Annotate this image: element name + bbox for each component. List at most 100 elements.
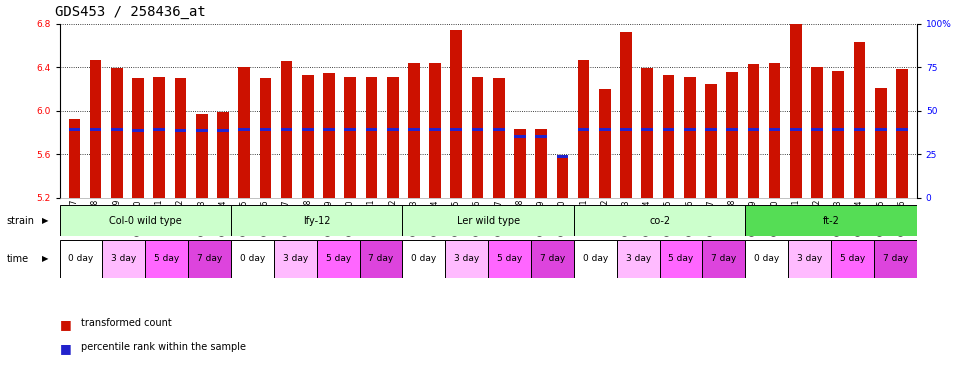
- Bar: [831, 240, 874, 278]
- Bar: [557, 156, 568, 198]
- Bar: [274, 240, 317, 278]
- Bar: [366, 128, 377, 131]
- Bar: [280, 61, 293, 198]
- Bar: [68, 128, 81, 131]
- Bar: [360, 240, 402, 278]
- Bar: [238, 67, 250, 198]
- Bar: [231, 205, 402, 236]
- Bar: [684, 77, 696, 198]
- Bar: [450, 128, 462, 131]
- Bar: [196, 128, 207, 132]
- Bar: [175, 78, 186, 198]
- Bar: [280, 128, 293, 131]
- Bar: [445, 240, 489, 278]
- Bar: [89, 60, 102, 198]
- Bar: [706, 83, 717, 198]
- Bar: [489, 240, 531, 278]
- Bar: [578, 128, 589, 131]
- Bar: [408, 63, 420, 198]
- Text: 5 day: 5 day: [840, 254, 865, 264]
- Text: Ler wild type: Ler wild type: [457, 216, 519, 225]
- Bar: [60, 240, 103, 278]
- Text: Col-0 wild type: Col-0 wild type: [108, 216, 181, 225]
- Text: lfy-12: lfy-12: [303, 216, 330, 225]
- Bar: [103, 240, 145, 278]
- Bar: [471, 77, 484, 198]
- Text: 7 day: 7 day: [711, 254, 736, 264]
- Bar: [408, 128, 420, 131]
- Bar: [238, 128, 250, 131]
- Bar: [111, 68, 123, 198]
- Bar: [345, 128, 356, 131]
- Text: 5 day: 5 day: [497, 254, 522, 264]
- Bar: [557, 155, 568, 158]
- Bar: [727, 72, 738, 198]
- Bar: [217, 128, 228, 132]
- Bar: [875, 88, 887, 198]
- Bar: [790, 17, 802, 198]
- Bar: [68, 119, 81, 198]
- Text: strain: strain: [7, 216, 35, 225]
- Text: 3 day: 3 day: [282, 254, 308, 264]
- Bar: [402, 205, 574, 236]
- Bar: [60, 205, 231, 236]
- Bar: [492, 78, 505, 198]
- Bar: [832, 71, 844, 198]
- Bar: [515, 129, 526, 198]
- Bar: [259, 128, 271, 131]
- Bar: [387, 128, 398, 131]
- Bar: [324, 128, 335, 131]
- Bar: [324, 73, 335, 198]
- Text: GDS453 / 258436_at: GDS453 / 258436_at: [55, 5, 205, 19]
- Bar: [89, 128, 102, 131]
- Bar: [302, 75, 314, 198]
- Bar: [788, 240, 831, 278]
- Text: 7 day: 7 day: [883, 254, 908, 264]
- Bar: [811, 67, 823, 198]
- Bar: [748, 64, 759, 198]
- Bar: [875, 128, 887, 131]
- Bar: [853, 128, 865, 131]
- Bar: [662, 75, 674, 198]
- Bar: [217, 112, 228, 198]
- Bar: [616, 240, 660, 278]
- Bar: [599, 128, 611, 131]
- Bar: [536, 135, 547, 138]
- Text: ■: ■: [60, 342, 71, 355]
- Bar: [536, 129, 547, 198]
- Bar: [684, 128, 696, 131]
- Bar: [450, 30, 462, 198]
- Bar: [317, 240, 360, 278]
- Bar: [492, 128, 505, 131]
- Text: 5 day: 5 day: [668, 254, 694, 264]
- Text: 5 day: 5 day: [325, 254, 350, 264]
- Bar: [145, 240, 188, 278]
- Text: 3 day: 3 day: [111, 254, 136, 264]
- Text: 5 day: 5 day: [154, 254, 180, 264]
- Text: 0 day: 0 day: [583, 254, 608, 264]
- Bar: [703, 240, 745, 278]
- Bar: [175, 128, 186, 132]
- Text: ■: ■: [60, 318, 71, 332]
- Bar: [387, 77, 398, 198]
- Text: 7 day: 7 day: [540, 254, 565, 264]
- Bar: [429, 63, 441, 198]
- Bar: [874, 240, 917, 278]
- Bar: [515, 135, 526, 138]
- Bar: [599, 89, 611, 198]
- Text: 3 day: 3 day: [797, 254, 823, 264]
- Bar: [132, 78, 144, 198]
- Bar: [111, 128, 123, 131]
- Bar: [745, 240, 788, 278]
- Text: ft-2: ft-2: [823, 216, 839, 225]
- Bar: [641, 68, 653, 198]
- Bar: [660, 240, 703, 278]
- Bar: [574, 240, 616, 278]
- Text: 7 day: 7 day: [369, 254, 394, 264]
- Bar: [471, 128, 484, 131]
- Text: 3 day: 3 day: [626, 254, 651, 264]
- Bar: [402, 240, 445, 278]
- Bar: [748, 128, 759, 131]
- Bar: [345, 77, 356, 198]
- Text: percentile rank within the sample: percentile rank within the sample: [81, 342, 246, 352]
